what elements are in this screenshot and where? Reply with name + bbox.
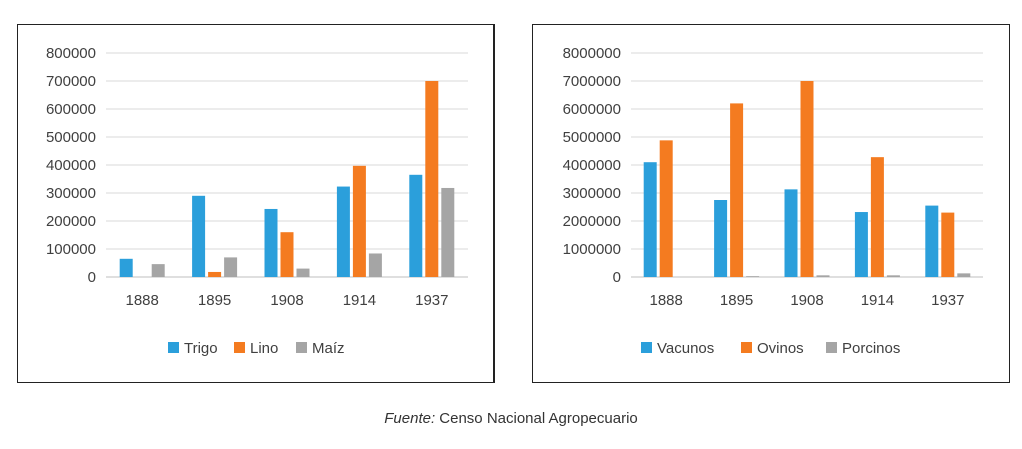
- bar-maz-1895: [224, 257, 238, 277]
- legend: Vacunos Ovinos Porcinos: [641, 340, 900, 357]
- legend-swatch: [826, 342, 837, 353]
- legend-swatch: [641, 342, 652, 353]
- x-tick-label: 1888: [650, 292, 683, 309]
- x-axis-ticks: 1888 1895 1908 1914 1937: [650, 292, 965, 309]
- bar-ovinos-1888: [659, 140, 673, 277]
- y-tick-label: 300000: [46, 185, 96, 202]
- bar-vacunos-1914: [854, 212, 868, 277]
- legend-label: Ovinos: [757, 340, 804, 357]
- chart-panel-ganado: 0 1000000 2000000 3000000 4000000 5000000 6000…: [532, 24, 1010, 383]
- bar-chart-cultivos: 0 100000 200000 300000 400000 500000 600000 700…: [46, 45, 468, 357]
- x-tick-label: 1895: [720, 292, 753, 309]
- x-tick-label: 1914: [861, 292, 894, 309]
- bar-porcinos-1908: [816, 275, 830, 277]
- bar-lino-1937: [425, 81, 439, 277]
- bar-trigo-1895: [192, 195, 206, 277]
- y-tick-label: 400000: [46, 157, 96, 174]
- x-tick-label: 1908: [270, 292, 303, 309]
- bar-chart-ganado: 0 1000000 2000000 3000000 4000000 5000000 6000…: [563, 45, 983, 357]
- x-tick-label: 1888: [126, 292, 159, 309]
- y-tick-label: 600000: [46, 101, 96, 118]
- source-caption: Fuente: Censo Nacional Agropecuario: [0, 410, 1022, 427]
- bar-ovinos-1895: [730, 103, 744, 278]
- x-tick-label: 1937: [931, 292, 964, 309]
- y-tick-label: 5000000: [563, 129, 621, 146]
- y-tick-label: 6000000: [563, 101, 621, 118]
- y-tick-label: 8000000: [563, 45, 621, 62]
- bar-ovinos-1908: [800, 81, 814, 277]
- legend-label: Vacunos: [657, 340, 714, 357]
- bars: [643, 81, 971, 278]
- bar-maz-1888: [151, 264, 165, 277]
- legend-swatch: [296, 342, 307, 353]
- panel-divider: [493, 24, 494, 383]
- bar-ovinos-1914: [870, 157, 884, 277]
- bar-vacunos-1908: [784, 189, 798, 277]
- legend: Trigo Lino Maíz: [168, 340, 345, 357]
- legend-label: Trigo: [184, 340, 218, 357]
- bar-trigo-1888: [119, 258, 133, 277]
- bar-porcinos-1937: [957, 273, 971, 277]
- bar-vacunos-1937: [925, 205, 939, 277]
- bar-ovinos-1937: [941, 212, 955, 277]
- bar-porcinos-1895: [746, 276, 760, 277]
- caption-prefix: Fuente:: [384, 410, 436, 427]
- y-axis-ticks: 0 1000000 2000000 3000000 4000000 5000000 6000…: [563, 45, 621, 286]
- bar-vacunos-1895: [714, 200, 728, 277]
- y-tick-label: 7000000: [563, 73, 621, 90]
- y-tick-label: 200000: [46, 213, 96, 230]
- bars: [119, 81, 455, 277]
- y-tick-label: 0: [613, 269, 621, 286]
- legend-swatch: [234, 342, 245, 353]
- bar-maz-1914: [368, 253, 382, 277]
- y-tick-label: 800000: [46, 45, 96, 62]
- x-tick-label: 1914: [343, 292, 376, 309]
- y-tick-label: 700000: [46, 73, 96, 90]
- bar-lino-1895: [208, 271, 222, 277]
- y-tick-label: 1000000: [563, 241, 621, 258]
- caption-text: Censo Nacional Agropecuario: [435, 410, 638, 427]
- bar-lino-1908: [280, 232, 294, 277]
- chart-panel-cultivos: 0 100000 200000 300000 400000 500000 600000 700…: [17, 24, 495, 383]
- x-tick-label: 1908: [790, 292, 823, 309]
- y-tick-label: 0: [88, 269, 96, 286]
- bar-trigo-1908: [264, 208, 278, 277]
- y-tick-label: 500000: [46, 129, 96, 146]
- legend-label: Porcinos: [842, 340, 900, 357]
- bar-maz-1908: [296, 268, 310, 277]
- legend-label: Maíz: [312, 340, 345, 357]
- x-tick-label: 1937: [415, 292, 448, 309]
- x-tick-label: 1895: [198, 292, 231, 309]
- bar-trigo-1914: [336, 186, 350, 277]
- bar-porcinos-1914: [886, 275, 900, 277]
- bar-lino-1914: [352, 165, 366, 277]
- x-axis-ticks: 1888 1895 1908 1914 1937: [126, 292, 449, 309]
- y-tick-label: 2000000: [563, 213, 621, 230]
- y-tick-label: 3000000: [563, 185, 621, 202]
- bar-maz-1937: [441, 187, 455, 277]
- legend-swatch: [168, 342, 179, 353]
- y-tick-label: 100000: [46, 241, 96, 258]
- legend-label: Lino: [250, 340, 278, 357]
- bar-vacunos-1888: [643, 162, 657, 277]
- legend-swatch: [741, 342, 752, 353]
- y-axis-ticks: 0 100000 200000 300000 400000 500000 600000 700…: [46, 45, 96, 286]
- gridlines: [106, 52, 468, 278]
- y-tick-label: 4000000: [563, 157, 621, 174]
- bar-trigo-1937: [409, 174, 423, 277]
